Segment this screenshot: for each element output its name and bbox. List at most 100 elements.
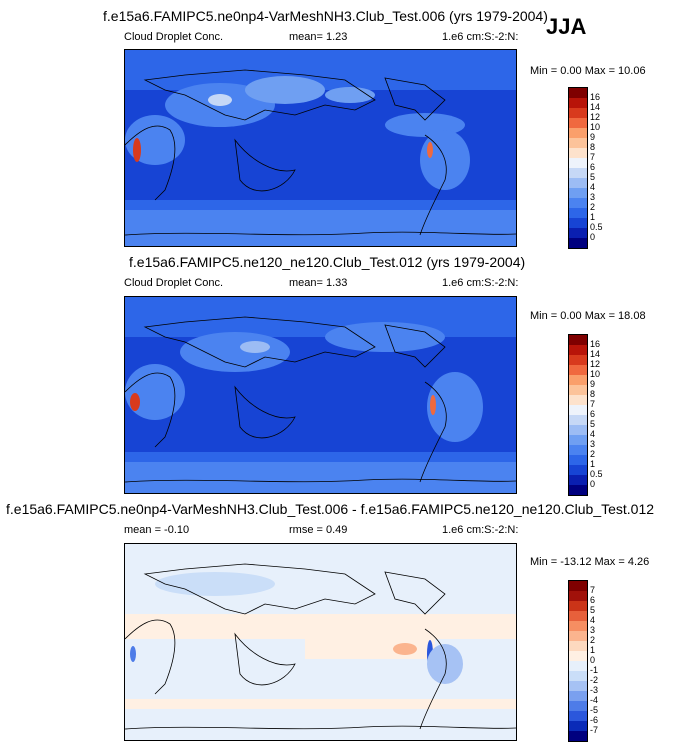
colorbar-segment	[569, 385, 587, 395]
colorbar-segment	[569, 355, 587, 365]
colorbar-segment	[569, 335, 587, 345]
panel-3-coastlines	[125, 563, 516, 730]
panel-1-minmax: Min = 0.00 Max = 10.06	[530, 65, 646, 77]
panel-1-units: 1.e6 cm:S:-2:N:	[442, 31, 519, 43]
colorbar-segment	[569, 721, 587, 731]
colorbar-tick-label: 6	[590, 162, 596, 172]
colorbar-segment	[569, 208, 587, 218]
colorbar-tick-label: 14	[590, 349, 601, 359]
colorbar-tick-label: -7	[590, 725, 599, 735]
colorbar-segment	[569, 591, 587, 601]
panel-3-field	[125, 572, 516, 709]
colorbar-tick-label: 16	[590, 92, 601, 102]
colorbar-segment	[569, 148, 587, 158]
colorbar-tick-label: -1	[590, 665, 599, 675]
colorbar-tick-label: 0	[590, 655, 596, 665]
colorbar-segment	[569, 711, 587, 721]
colorbar-tick-label: 7	[590, 585, 596, 595]
colorbar-segment	[569, 198, 587, 208]
colorbar-segment	[569, 485, 587, 495]
panel-1-variable-label: Cloud Droplet Conc.	[124, 31, 224, 43]
colorbar-segment	[569, 455, 587, 465]
colorbar-segment	[569, 178, 587, 188]
colorbar-segment	[569, 425, 587, 435]
panel-3-title: f.e15a6.FAMIPC5.ne0np4-VarMeshNH3.Club_T…	[6, 501, 655, 517]
colorbar-tick-label: 4	[590, 615, 596, 625]
colorbar-tick-label: 5	[590, 419, 596, 429]
colorbar-tick-label: 9	[590, 379, 596, 389]
colorbar-segment	[569, 88, 587, 98]
colorbar-segment	[569, 365, 587, 375]
colorbar-segment	[569, 108, 587, 118]
colorbar-segment	[569, 611, 587, 621]
colorbar-segment	[569, 415, 587, 425]
panel-2-map	[124, 296, 517, 494]
colorbar-segment	[569, 98, 587, 108]
colorbar-tick-label: 3	[590, 192, 596, 202]
colorbar-segment	[569, 731, 587, 741]
colorbar-tick-label: 1	[590, 459, 596, 469]
colorbar-tick-label: 14	[590, 102, 601, 112]
panel-3-map	[124, 543, 517, 741]
colorbar-tick-label: 3	[590, 439, 596, 449]
colorbar-tick-label: 0.5	[590, 222, 603, 232]
colorbar-segment	[569, 661, 587, 671]
panel-3-minmax: Min = -13.12 Max = 4.26	[530, 556, 650, 568]
colorbar-tick-label: 9	[590, 132, 596, 142]
colorbar-tick-label: -3	[590, 685, 599, 695]
colorbar-tick-label: -5	[590, 705, 599, 715]
colorbar-tick-label: 4	[590, 429, 596, 439]
colorbar-segment	[569, 118, 587, 128]
panel-3-rmse: rmse = 0.49	[289, 524, 348, 536]
panel-1-title: f.e15a6.FAMIPC5.ne0np4-VarMeshNH3.Club_T…	[103, 8, 548, 24]
panel-2-minmax: Min = 0.00 Max = 18.08	[530, 310, 646, 322]
panel-2-mean: mean= 1.33	[289, 277, 348, 289]
colorbar-segment	[569, 465, 587, 475]
colorbar-segment	[569, 671, 587, 681]
panel-2-coastlines	[125, 316, 516, 483]
colorbar-segment	[569, 631, 587, 641]
colorbar-segment	[569, 128, 587, 138]
colorbar-tick-label: 7	[590, 152, 596, 162]
colorbar-tick-label: 10	[590, 369, 601, 379]
colorbar-segment	[569, 475, 587, 485]
colorbar-tick-label: 4	[590, 182, 596, 192]
panel-3-units: 1.e6 cm:S:-2:N:	[442, 524, 519, 536]
panel-2-title: f.e15a6.FAMIPC5.ne120_ne120.Club_Test.01…	[129, 254, 526, 270]
colorbar-segment	[569, 138, 587, 148]
season-label: JJA	[546, 14, 587, 39]
panel-2-field	[125, 297, 516, 493]
colorbar-tick-label: 6	[590, 409, 596, 419]
colorbar-tick-label: 8	[590, 389, 596, 399]
colorbar-tick-label: -4	[590, 695, 599, 705]
panel-3-mean: mean = -0.10	[124, 524, 190, 536]
colorbar-segment	[569, 445, 587, 455]
colorbar-segment	[569, 651, 587, 661]
colorbar-tick-label: 1	[590, 645, 596, 655]
colorbar-segment	[569, 228, 587, 238]
colorbar-tick-label: 12	[590, 112, 601, 122]
panel-2-units: 1.e6 cm:S:-2:N:	[442, 277, 519, 289]
colorbar-tick-label: 3	[590, 625, 596, 635]
colorbar-tick-label: 2	[590, 202, 596, 212]
colorbar-tick-label: 0.5	[590, 469, 603, 479]
colorbar-tick-label: 12	[590, 359, 601, 369]
panel-1-map	[124, 49, 517, 247]
colorbar-segment	[569, 238, 587, 248]
colorbar-tick-label: 10	[590, 122, 601, 132]
colorbar-segment	[569, 405, 587, 415]
colorbar-segment	[569, 691, 587, 701]
panel-1-coastlines	[125, 69, 516, 236]
colorbar-tick-label: 2	[590, 449, 596, 459]
colorbar-tick-label: 8	[590, 142, 596, 152]
colorbar-tick-label: 0	[590, 479, 596, 489]
colorbar-segment	[569, 641, 587, 651]
colorbar-tick-label: 6	[590, 595, 596, 605]
colorbar-tick-label: 7	[590, 399, 596, 409]
colorbar-tick-label: 1	[590, 212, 596, 222]
colorbar-segment	[569, 621, 587, 631]
colorbar-segment	[569, 218, 587, 228]
colorbar-tick-label: 5	[590, 605, 596, 615]
colorbar-segment	[569, 435, 587, 445]
colorbar-segment	[569, 168, 587, 178]
